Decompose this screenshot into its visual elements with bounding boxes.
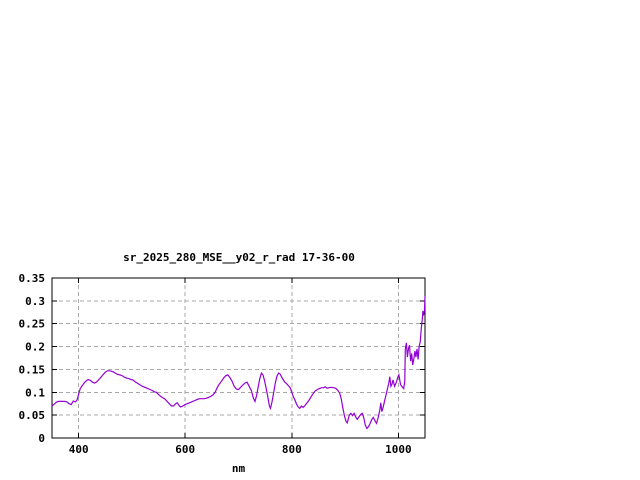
y-tick-label: 0.35 bbox=[19, 272, 46, 285]
y-tick-label: 0.2 bbox=[25, 341, 45, 354]
spectrum-line bbox=[51, 296, 426, 430]
y-tick-label: 0.15 bbox=[19, 363, 46, 376]
chart-title: sr_2025_280_MSE__y02_r_rad 17-36-00 bbox=[123, 251, 355, 264]
y-tick-label: 0.3 bbox=[25, 295, 45, 308]
x-tick-label: 400 bbox=[69, 443, 89, 456]
x-tick-label: 1000 bbox=[385, 443, 412, 456]
y-tick-label: 0 bbox=[38, 432, 45, 445]
x-axis-label: nm bbox=[232, 462, 246, 475]
x-tick-label: 800 bbox=[282, 443, 302, 456]
x-tick-label: 600 bbox=[175, 443, 195, 456]
y-tick-label: 0.1 bbox=[25, 386, 45, 399]
y-tick-label: 0.25 bbox=[19, 318, 46, 331]
plot-border bbox=[51, 277, 426, 439]
y-tick-label: 0.05 bbox=[19, 409, 46, 422]
